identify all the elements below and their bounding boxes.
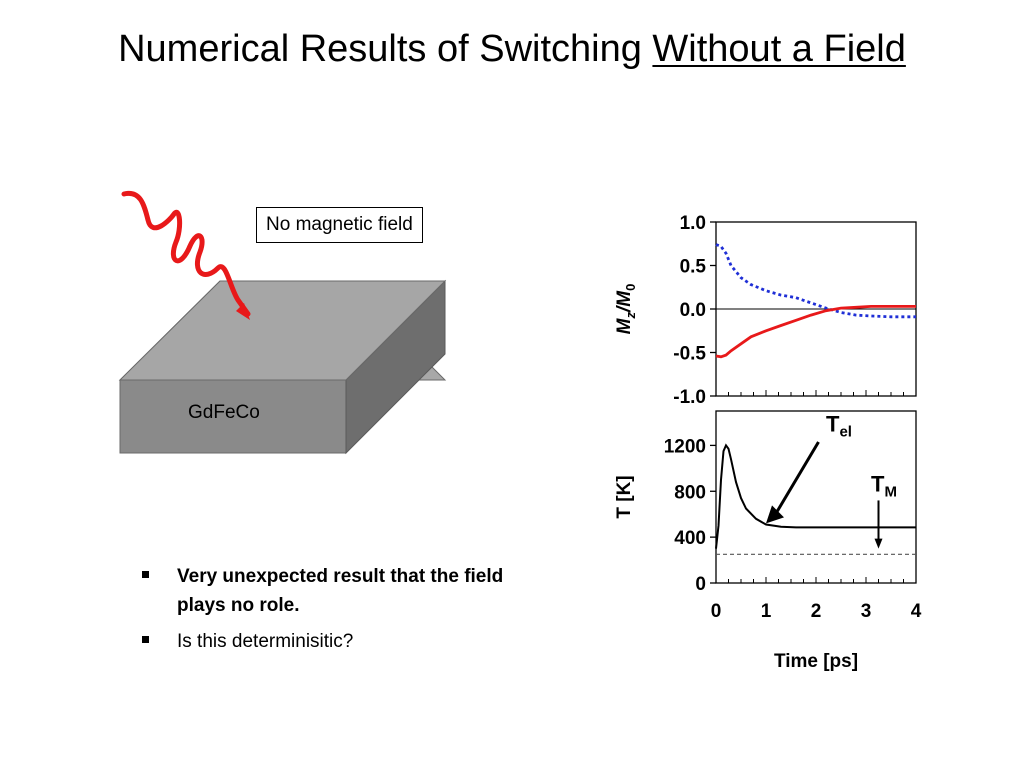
bottom-series xyxy=(715,443,916,555)
bottom-x-ticks: 0 1 2 3 4 xyxy=(711,577,922,622)
y-tick-label: 1200 xyxy=(664,436,706,457)
bottom-annotations: Tel TM xyxy=(766,412,897,549)
annotation-label: TM xyxy=(871,471,897,500)
bullet-list: Very unexpected result that the field pl… xyxy=(140,563,540,665)
series-line-solid xyxy=(715,443,916,549)
gdfeco-label: GdFeCo xyxy=(188,402,260,423)
y-tick-label: 1.0 xyxy=(680,213,706,234)
y-tick-label: -1.0 xyxy=(673,387,706,408)
x-tick-label: 1 xyxy=(761,601,772,622)
title-plain: Numerical Results of Switching xyxy=(118,28,653,70)
annotation-arrowhead-icon xyxy=(766,505,784,524)
annotation-arrowhead-icon xyxy=(874,538,883,549)
laser-arrowhead-icon xyxy=(236,303,250,320)
bullet-item: Is this determinisitic? xyxy=(140,628,540,657)
slab-top-face-back xyxy=(118,280,447,381)
y-tick-label: 800 xyxy=(674,482,706,503)
y-tick-label: 0 xyxy=(695,574,706,595)
bullet-item: Very unexpected result that the field pl… xyxy=(140,563,540,620)
y-tick-label: 0.5 xyxy=(680,257,707,278)
series-line-dotted xyxy=(715,243,916,319)
slide-title: Numerical Results of Switching Without a… xyxy=(0,28,1024,71)
y-tick-label: 0.0 xyxy=(680,300,706,321)
bottom-y-axis-label: T [K] xyxy=(614,475,635,518)
x-tick-label: 0 xyxy=(711,601,722,622)
top-series xyxy=(715,243,916,359)
series-line-solid xyxy=(715,305,916,359)
no-field-label-box: No magnetic field xyxy=(256,207,423,243)
gdfeco-slab-illustration xyxy=(118,190,447,455)
annotation-arrow xyxy=(774,441,820,515)
bullet-text: Is this determinisitic? xyxy=(177,631,354,652)
bullet-square-icon xyxy=(142,571,149,578)
top-x-ticks xyxy=(715,390,917,396)
x-tick-label: 3 xyxy=(861,601,872,622)
title-underlined: Without a Field xyxy=(652,28,906,70)
annotation-label: Tel xyxy=(826,412,852,441)
x-tick-label: 4 xyxy=(911,601,922,622)
simulation-plots: 1.0 0.5 0.0 -0.5 -1.0 Mz/M0 1200 800 400 0 0 1 2 3… xyxy=(614,213,922,672)
top-y-axis-label: Mz/M0 xyxy=(614,284,638,335)
y-tick-label: -0.5 xyxy=(673,344,706,365)
x-tick-label: 2 xyxy=(811,601,822,622)
bottom-x-axis-label: Time [ps] xyxy=(774,651,858,672)
top-y-ticks: 1.0 0.5 0.0 -0.5 -1.0 xyxy=(673,213,716,408)
laser-pulse-icon xyxy=(121,190,251,317)
y-tick-label: 400 xyxy=(674,528,706,549)
magnetization-plot: 1.0 0.5 0.0 -0.5 -1.0 Mz/M0 xyxy=(614,213,917,408)
bottom-y-ticks: 1200 800 400 0 xyxy=(664,436,716,595)
bullet-text: Very unexpected result that the field pl… xyxy=(177,566,504,616)
bullet-square-icon xyxy=(142,636,149,643)
temperature-plot: 1200 800 400 0 0 1 2 3 4 Tel TM T [K] Time [ps] xyxy=(614,410,922,672)
